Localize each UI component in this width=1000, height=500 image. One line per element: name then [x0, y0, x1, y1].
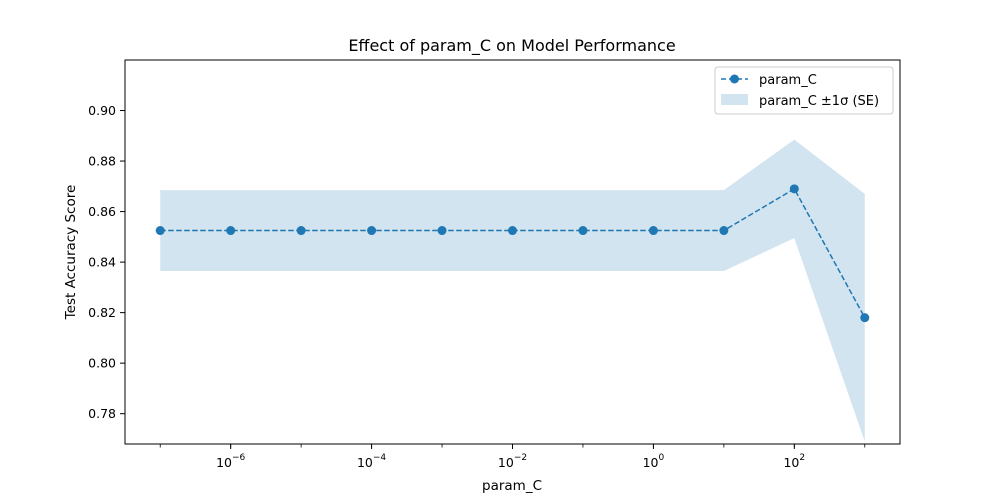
confidence-band [160, 139, 865, 442]
data-point [578, 226, 588, 236]
legend-entry-band: param_C ±1σ (SE) [759, 94, 879, 109]
confidence-band-layer [160, 139, 865, 442]
legend-entry-series: param_C [759, 73, 817, 88]
data-point [155, 226, 165, 236]
x-axis: 10−6 10−4 10−2 100 102 [159, 444, 866, 470]
y-tick-label: 0.84 [88, 255, 116, 270]
y-tick-label: 0.78 [88, 406, 116, 421]
x-axis-label: param_C [482, 478, 542, 494]
legend-band-swatch [721, 94, 748, 105]
y-tick-label: 0.90 [88, 103, 116, 118]
data-point [437, 226, 447, 236]
x-tick-label: 10−6 [216, 453, 245, 470]
data-point [367, 226, 377, 236]
data-point [226, 226, 236, 236]
x-tick-label: 100 [643, 453, 665, 470]
x-tick-label: 10−4 [357, 453, 386, 470]
plot-area [124, 59, 901, 445]
data-point [648, 226, 658, 236]
data-point [508, 226, 517, 236]
data-point [296, 226, 306, 236]
y-axis: 0.78 0.80 0.82 0.84 0.86 0.88 0.90 [88, 103, 125, 421]
legend: param_C param_C ±1σ (SE) [714, 66, 894, 115]
x-tick-label: 102 [783, 453, 805, 470]
data-point [789, 184, 799, 194]
data-point [860, 313, 870, 323]
series-marker-layer [155, 184, 870, 323]
legend-frame [714, 66, 894, 115]
y-tick-label: 0.80 [88, 356, 116, 371]
y-tick-label: 0.86 [88, 204, 116, 219]
data-point [719, 226, 729, 236]
y-tick-label: 0.82 [88, 305, 116, 320]
y-axis-label: Test Accuracy Score [63, 185, 79, 321]
legend-marker-swatch [730, 74, 739, 84]
x-tick-label: 10−2 [498, 453, 527, 470]
y-tick-label: 0.88 [88, 154, 116, 169]
chart-title: Effect of param_C on Model Performance [348, 36, 675, 56]
